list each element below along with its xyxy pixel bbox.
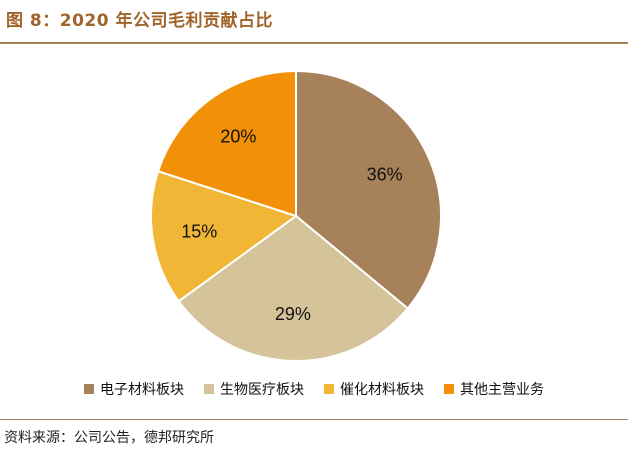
pie-data-labels: 36% 29% 15% 20%	[181, 127, 402, 324]
legend-swatch	[444, 384, 454, 394]
legend-item-3: 催化材料板块	[324, 379, 424, 399]
source-note: 资料来源：公司公告，德邦研究所	[4, 430, 214, 446]
legend-swatch	[84, 384, 94, 394]
pie-slice-2	[177, 214, 410, 362]
pie-chart: 36% 29% 15% 20%	[150, 69, 442, 362]
legend-item-1: 电子材料板块	[84, 379, 184, 399]
legend-label: 其他主营业务	[460, 382, 544, 398]
pie-slices	[150, 69, 442, 362]
pie-data-label-1: 36%	[367, 164, 403, 184]
title-divider	[0, 42, 628, 44]
pie-data-label-4: 20%	[220, 127, 256, 147]
legend-label: 催化材料板块	[340, 382, 424, 398]
pie-data-label-3: 15%	[181, 221, 217, 241]
pie-slice-4	[156, 69, 297, 218]
pie-slice-3	[150, 169, 299, 303]
source-divider	[0, 419, 628, 420]
chart-legend: 电子材料板块 生物医疗板块 催化材料板块 其他主营业务	[0, 378, 628, 400]
legend-swatch	[204, 384, 214, 394]
figure-title: 图 8：2020 年公司毛利贡献占比	[6, 11, 273, 31]
legend-swatch	[324, 384, 334, 394]
legend-label: 电子材料板块	[100, 382, 184, 398]
legend-item-2: 生物医疗板块	[204, 379, 304, 399]
pie-data-label-2: 29%	[275, 304, 311, 324]
legend-label: 生物医疗板块	[220, 382, 304, 398]
legend-item-4: 其他主营业务	[444, 379, 544, 399]
pie-slice-1	[295, 69, 442, 310]
